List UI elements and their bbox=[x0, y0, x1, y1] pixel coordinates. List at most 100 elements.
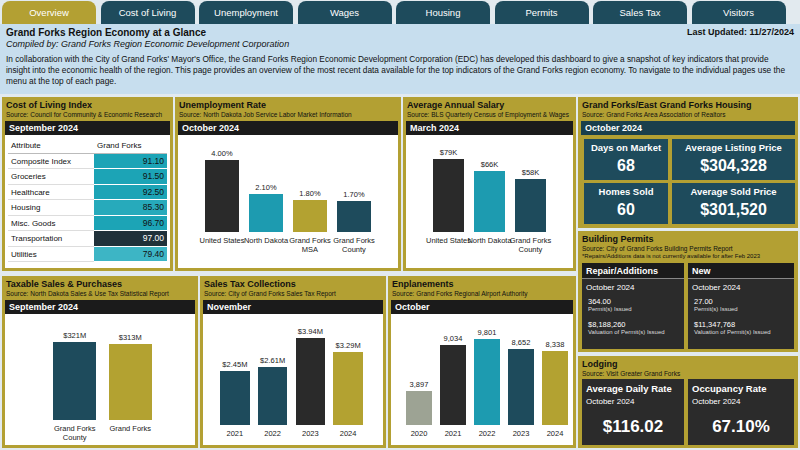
kpi-label: Occupancy Rate bbox=[692, 383, 766, 394]
category-label: Grand Forks County bbox=[506, 236, 555, 254]
panel-title: Lodging bbox=[582, 359, 618, 369]
bar bbox=[508, 349, 535, 425]
panel: Grand Forks/East Grand Forks HousingSour… bbox=[578, 97, 798, 228]
kpi-label: Homes Sold bbox=[584, 186, 668, 197]
panel-source: Source: Council for Community & Economic… bbox=[6, 111, 162, 118]
data-label: $3.29M bbox=[329, 341, 367, 350]
table-cell: 91.50 bbox=[94, 169, 167, 184]
kpi-value: 60 bbox=[584, 201, 668, 219]
permit-period: October 2024 bbox=[586, 283, 634, 292]
panel-source: Source: City of Grand Forks Building Per… bbox=[582, 245, 733, 252]
data-label: 1.80% bbox=[288, 189, 332, 198]
table-header: Grand Forks bbox=[94, 138, 167, 154]
panel-source: Source: North Dakota Job Service Labor M… bbox=[179, 111, 352, 118]
bar bbox=[220, 371, 249, 425]
bar bbox=[542, 351, 569, 425]
panel-source: Source: North Dakota Sales & Use Tax Sta… bbox=[6, 290, 169, 297]
bar bbox=[205, 160, 239, 232]
kpi-tile: Occupancy RateOctober 202467.10% bbox=[688, 379, 794, 445]
category-label: Grand Forks County bbox=[43, 424, 107, 442]
panel-source: Source: City of Grand Forks Sales Tax Re… bbox=[204, 290, 336, 297]
table-cell: 79.40 bbox=[94, 247, 167, 262]
category-label: United States bbox=[424, 236, 473, 245]
nav-tab[interactable]: Wages bbox=[298, 1, 392, 24]
header-title: Grand Forks Region Economy at a Glance bbox=[6, 27, 206, 38]
category-label: 2021 bbox=[432, 429, 474, 438]
table-cell: Housing bbox=[8, 200, 94, 216]
category-label: 2023 bbox=[500, 429, 542, 438]
nav-tab[interactable]: Visitors bbox=[692, 1, 786, 24]
chart-background bbox=[5, 314, 195, 445]
data-label: 8,338 bbox=[538, 340, 572, 349]
panel-title: Enplanements bbox=[392, 279, 454, 289]
bar bbox=[474, 171, 506, 232]
kpi-value: $116.02 bbox=[582, 417, 684, 437]
panel-title: Taxable Sales & Purchases bbox=[6, 279, 122, 289]
kpi-tile: Average Daily RateOctober 2024$116.02 bbox=[582, 379, 684, 445]
panel: EnplanementsSource: Grand Forks Regional… bbox=[388, 276, 576, 448]
panel: Cost of Living IndexSource: Council for … bbox=[2, 97, 173, 271]
category-label: North Dakota bbox=[465, 236, 514, 245]
period-band: November bbox=[203, 300, 383, 314]
table-cell: Healthcare bbox=[8, 185, 94, 201]
nav-tab[interactable]: Sales Tax bbox=[593, 1, 687, 24]
bar bbox=[333, 352, 362, 425]
header-description: In collaboration with the City of Grand … bbox=[6, 54, 792, 87]
bar bbox=[474, 339, 501, 425]
kpi-period: October 2024 bbox=[586, 397, 634, 406]
period-label: March 2024 bbox=[410, 121, 459, 135]
nav-tab[interactable]: Cost of Living bbox=[101, 1, 195, 24]
bar bbox=[515, 179, 547, 232]
nav-tab[interactable]: Overview bbox=[2, 1, 96, 24]
label-layer: $2.45M2021$2.61M2022$3.94M2023$3.29M2024 bbox=[200, 276, 386, 448]
permit-period: October 2024 bbox=[692, 283, 740, 292]
data-label: $321M bbox=[47, 331, 103, 340]
period-label: September 2024 bbox=[9, 300, 78, 314]
panel-title: Unemployment Rate bbox=[179, 100, 266, 110]
panel: Building PermitsSource: City of Grand Fo… bbox=[578, 231, 798, 352]
table-cell: 92.50 bbox=[94, 185, 167, 200]
period-label: November bbox=[207, 300, 251, 314]
category-label: Grand Forks MSA bbox=[284, 236, 336, 254]
permit-box-header: Repair/Additions bbox=[582, 263, 684, 279]
bar bbox=[406, 391, 433, 425]
kpi-value: $301,520 bbox=[672, 201, 795, 219]
panel-source: Source: BLS Quarterly Census of Employme… bbox=[407, 111, 569, 118]
panel: Unemployment RateSource: North Dakota Jo… bbox=[175, 97, 401, 271]
permit-count-label: Permit(s) Issued bbox=[588, 306, 632, 312]
period-label: October 2024 bbox=[585, 121, 642, 135]
panel-source: Source: Grand Forks Regional Airport Aut… bbox=[392, 290, 527, 297]
category-label: United States bbox=[196, 236, 248, 245]
panel-title: Grand Forks/East Grand Forks Housing bbox=[582, 100, 752, 110]
category-label: Grand Forks bbox=[99, 424, 163, 433]
data-label: 9,801 bbox=[470, 328, 504, 337]
kpi-tile: Days on Market68 bbox=[584, 139, 668, 180]
nav-tab[interactable]: Unemployment bbox=[199, 1, 293, 24]
permit-valuation: $8,188,260 bbox=[588, 320, 626, 329]
data-label: 1.70% bbox=[332, 190, 376, 199]
nav-tab[interactable]: Housing bbox=[396, 1, 490, 24]
table-cell: Utilities bbox=[8, 247, 94, 263]
period-band: September 2024 bbox=[5, 300, 195, 314]
table-cell: Groceries bbox=[8, 169, 94, 185]
label-layer: 3,89720209,03420219,80120228,65220238,33… bbox=[388, 276, 576, 448]
kpi-tile: Average Listing Price$304,328 bbox=[672, 139, 795, 180]
period-band: March 2024 bbox=[406, 121, 573, 135]
bar bbox=[249, 194, 283, 232]
category-label: North Dakota bbox=[240, 236, 292, 245]
data-label: $2.45M bbox=[216, 360, 254, 369]
data-label: $3.94M bbox=[292, 327, 330, 336]
panel-title: Average Annual Salary bbox=[407, 100, 504, 110]
period-label: September 2024 bbox=[9, 121, 78, 135]
panel-source: Source: Visit Greater Grand Forks bbox=[582, 370, 680, 377]
category-label: 2023 bbox=[288, 429, 334, 438]
permit-count: 364.00 bbox=[588, 297, 611, 306]
permit-box: Repair/Additions October 2024 364.00Permit… bbox=[582, 263, 684, 349]
bar bbox=[53, 342, 96, 420]
category-label: 2020 bbox=[398, 429, 440, 438]
kpi-tile: Homes Sold 60 bbox=[584, 183, 668, 224]
nav-tab[interactable]: Permits bbox=[495, 1, 589, 24]
period-band: September 2024 bbox=[5, 121, 170, 135]
panel: Average Annual SalarySource: BLS Quarter… bbox=[403, 97, 576, 271]
permit-valuation: $11,347,768 bbox=[694, 320, 735, 329]
